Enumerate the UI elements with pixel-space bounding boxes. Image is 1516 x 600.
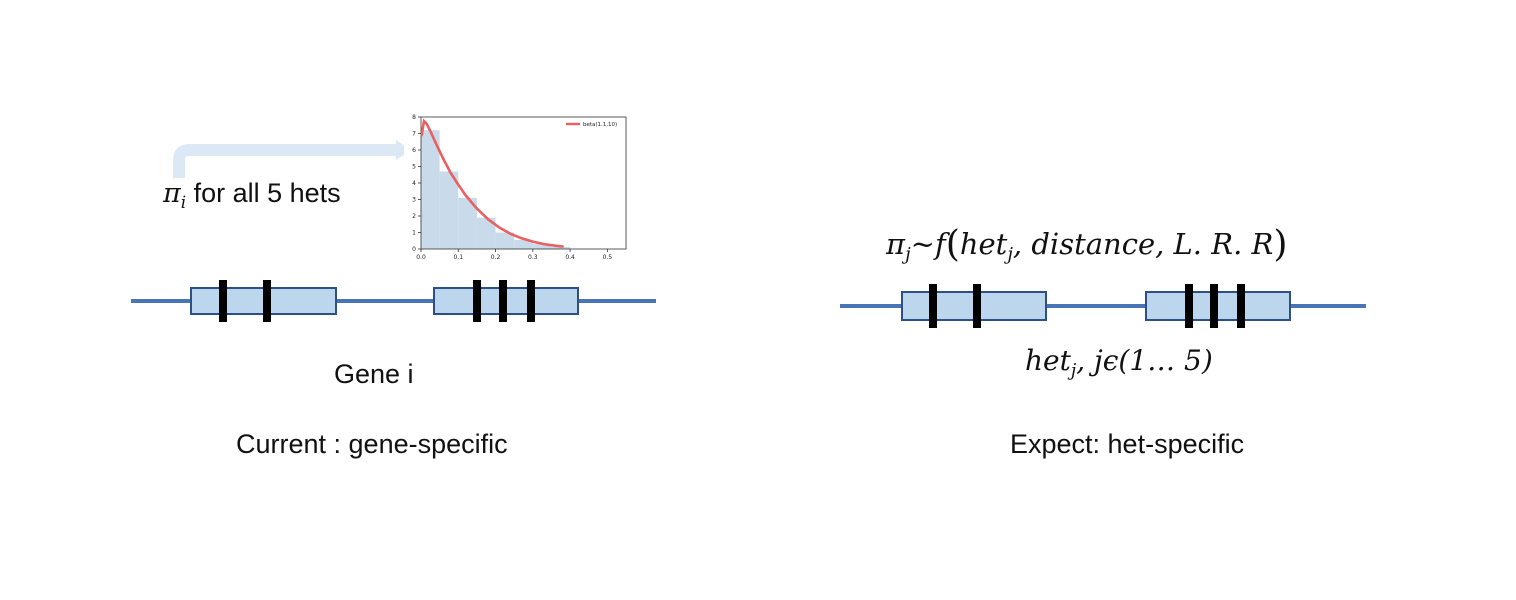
het-term: het [959, 226, 1008, 261]
y-tick-label: 0 [412, 246, 416, 253]
close-paren: ) [1273, 222, 1288, 265]
pi-j-subscript: j [905, 244, 911, 266]
histogram-bar [439, 171, 459, 249]
het-marker [219, 280, 227, 322]
pi-i-label: πi for all 5 hets [163, 178, 341, 212]
arrow-body [173, 144, 397, 178]
y-tick-label: 2 [412, 213, 416, 220]
histogram-bar [532, 244, 552, 249]
inset-beta-chart: 0.0 0.1 0.2 0.3 0.4 0.5 0 1 2 3 4 5 6 7 8 beta(1.1,10) [404, 112, 630, 264]
het-marker [473, 280, 481, 322]
het-marker [527, 280, 535, 322]
het-j-subscript: j [1007, 244, 1013, 266]
histogram-bar [421, 130, 440, 249]
x-tick-label: 0.2 [491, 254, 501, 261]
pi-symbol: π [163, 178, 181, 209]
histogram-bar [514, 239, 533, 249]
x-tick-label: 0.5 [603, 254, 613, 261]
gene-label: Gene i [334, 359, 414, 389]
y-tick-label: 4 [412, 180, 416, 187]
histogram-bar [495, 232, 515, 249]
x-tick-label: 0.4 [565, 254, 575, 261]
pi-label-text: for all 5 hets [186, 178, 341, 208]
open-paren: ( [945, 222, 960, 265]
het-marker [263, 280, 271, 322]
arrow-head [396, 140, 411, 160]
het-marker [929, 284, 937, 328]
current-caption: Current : gene-specific [236, 429, 508, 459]
y-tick-label: 3 [412, 197, 416, 204]
legend-label: beta(1.1,10) [583, 122, 617, 128]
het-index-sub: j [1070, 361, 1077, 382]
x-tick-label: 0.1 [453, 254, 463, 261]
het-marker [1237, 284, 1245, 328]
y-tick-label: 7 [412, 131, 416, 138]
het-marker [499, 280, 507, 322]
y-tick-label: 8 [412, 114, 416, 121]
formula-args: , distance, L. R. R [1012, 226, 1274, 261]
het-index-rest: , jϵ(1… 5) [1076, 344, 1213, 377]
pi-subscript: i [180, 191, 187, 212]
het-marker [1185, 284, 1193, 328]
y-tick-label: 6 [412, 147, 416, 154]
het-index-het: het [1025, 344, 1071, 377]
tilde-f: ~f [910, 226, 946, 261]
x-tick-label: 0.0 [416, 254, 426, 261]
het-index-label: hetj, jϵ(1… 5) [1025, 344, 1213, 381]
y-tick-label: 5 [412, 164, 416, 171]
het-marker [973, 284, 981, 328]
beta-density-curve [420, 118, 564, 248]
het-specific-formula: πj~f(hetj, distance, L. R. R) [886, 222, 1288, 265]
y-tick-label: 1 [412, 230, 416, 237]
x-tick-label: 0.3 [528, 254, 538, 261]
histogram-bar [458, 197, 477, 249]
pi-symbol-right: π [886, 226, 906, 261]
histogram-bar [551, 247, 571, 249]
het-marker [1210, 284, 1218, 328]
histogram-bar [476, 217, 496, 249]
expect-caption: Expect: het-specific [1010, 429, 1245, 459]
